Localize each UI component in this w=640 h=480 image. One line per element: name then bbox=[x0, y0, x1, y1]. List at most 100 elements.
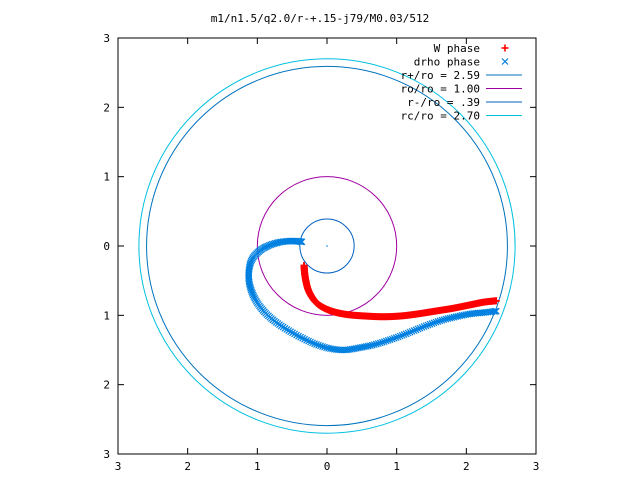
chart-title: m1/n1.5/q2.0/r-+.15-j79/M0.03/512 bbox=[211, 12, 430, 25]
x-tick-label: 1 bbox=[393, 460, 400, 473]
drho-phase-point bbox=[396, 332, 404, 340]
drho-phase-point bbox=[390, 334, 398, 342]
drho-phase-point bbox=[436, 317, 444, 325]
legend-label: r-/ro = .39 bbox=[407, 96, 480, 109]
drho-phase-point bbox=[432, 318, 440, 326]
x-tick-label: 1 bbox=[254, 460, 261, 473]
drho-phase-point bbox=[380, 338, 388, 346]
drho-phase-point bbox=[295, 332, 303, 340]
y-tick-label: 2 bbox=[103, 101, 110, 114]
drho-phase-point bbox=[394, 333, 402, 341]
drho-phase-point bbox=[420, 323, 428, 330]
drho-phase-point bbox=[434, 318, 442, 325]
drho-phase-point bbox=[388, 335, 396, 343]
drho-phase-point bbox=[315, 341, 322, 349]
drho-phase-point bbox=[490, 308, 498, 315]
drho-phase-point bbox=[378, 338, 386, 346]
legend-label: ro/ro = 1.00 bbox=[401, 83, 480, 96]
drho-phase-point bbox=[402, 330, 410, 338]
drho-phase-point bbox=[364, 342, 372, 350]
legend-label: W phase bbox=[434, 42, 480, 55]
drho-phase-point bbox=[450, 313, 458, 321]
drho-phase-point bbox=[408, 327, 416, 335]
legend-label: r+/ro = 2.59 bbox=[401, 69, 480, 82]
circle-r+/ro = 2.59 bbox=[146, 65, 508, 427]
drho-phase-point bbox=[424, 321, 432, 329]
legend-label: rc/ro = 2.70 bbox=[401, 110, 480, 123]
drho-phase-point bbox=[416, 324, 424, 332]
drho-phase-point bbox=[376, 339, 384, 347]
drho-phase-point bbox=[323, 344, 330, 352]
circle-rc/ro = 2.70 bbox=[138, 58, 516, 434]
drho-phase-point bbox=[406, 328, 414, 336]
drho-phase-point bbox=[299, 334, 307, 342]
drho-phase-point bbox=[501, 58, 509, 65]
drho-phase-point bbox=[366, 342, 374, 350]
x-tick-label: 3 bbox=[115, 460, 122, 473]
legend-label: drho phase bbox=[414, 56, 480, 69]
drho-phase-point bbox=[305, 337, 313, 345]
drho-phase-point bbox=[384, 336, 392, 344]
drho-phase-point bbox=[444, 315, 452, 322]
drho-phase-point bbox=[398, 331, 406, 339]
drho-phase-point bbox=[492, 307, 500, 315]
w-phase-point bbox=[501, 44, 509, 52]
x-tick-label: 2 bbox=[184, 460, 191, 473]
drho-phase-point bbox=[307, 338, 315, 346]
drho-phase-point bbox=[293, 331, 300, 339]
drho-phase-point bbox=[289, 329, 296, 337]
y-tick-label: 3 bbox=[103, 32, 110, 45]
drho-phase-point bbox=[319, 343, 326, 350]
w-phase-point bbox=[492, 297, 500, 305]
drho-phase-point bbox=[317, 342, 324, 350]
drho-phase-point bbox=[440, 316, 448, 324]
drho-phase-point bbox=[418, 323, 426, 331]
drho-phase-point bbox=[400, 331, 408, 339]
drho-phase-point bbox=[392, 334, 400, 342]
drho-phase-point bbox=[410, 327, 418, 335]
circle-ro/ro = 1.00 bbox=[256, 176, 398, 316]
drho-phase-point bbox=[311, 340, 318, 348]
drho-phase-point bbox=[404, 329, 412, 337]
drho-phase-point bbox=[382, 337, 390, 345]
drho-phase-point bbox=[370, 341, 378, 349]
y-tick-label: 2 bbox=[103, 379, 110, 392]
drho-phase-point bbox=[303, 336, 311, 344]
radius-circles bbox=[138, 58, 516, 434]
drho-phase-point bbox=[309, 339, 316, 347]
drho-phase-point bbox=[426, 320, 434, 328]
phase-points bbox=[245, 237, 500, 354]
drho-phase-point bbox=[438, 316, 446, 324]
circle-r-/ro = .39 bbox=[299, 218, 355, 274]
drho-phase-point bbox=[452, 313, 460, 321]
drho-phase-point bbox=[442, 315, 450, 323]
y-tick-label: 1 bbox=[103, 309, 110, 322]
drho-phase-point bbox=[414, 325, 422, 333]
drho-phase-point bbox=[297, 333, 305, 341]
drho-phase-point bbox=[374, 340, 382, 347]
drho-phase-point bbox=[430, 319, 438, 327]
x-tick-label: 0 bbox=[324, 460, 331, 473]
y-tick-label: 0 bbox=[103, 240, 110, 253]
y-tick-label: 1 bbox=[103, 171, 110, 184]
drho-phase-point bbox=[301, 335, 309, 343]
drho-phase-point bbox=[422, 322, 430, 330]
drho-phase-point bbox=[491, 307, 499, 315]
origin-dot bbox=[326, 245, 328, 247]
drho-phase-point bbox=[448, 314, 456, 322]
drho-phase-point bbox=[446, 314, 454, 322]
drho-phase-point bbox=[412, 326, 420, 334]
drho-phase-point bbox=[368, 341, 376, 349]
drho-phase-point bbox=[372, 340, 380, 348]
x-tick-label: 2 bbox=[463, 460, 470, 473]
drho-phase-point bbox=[321, 343, 328, 351]
drho-phase-point bbox=[291, 330, 298, 338]
drho-phase-point bbox=[428, 320, 436, 327]
y-tick-label: 3 bbox=[103, 448, 110, 461]
drho-phase-point bbox=[386, 336, 394, 344]
drho-phase-point bbox=[313, 341, 320, 348]
x-tick-label: 3 bbox=[533, 460, 540, 473]
